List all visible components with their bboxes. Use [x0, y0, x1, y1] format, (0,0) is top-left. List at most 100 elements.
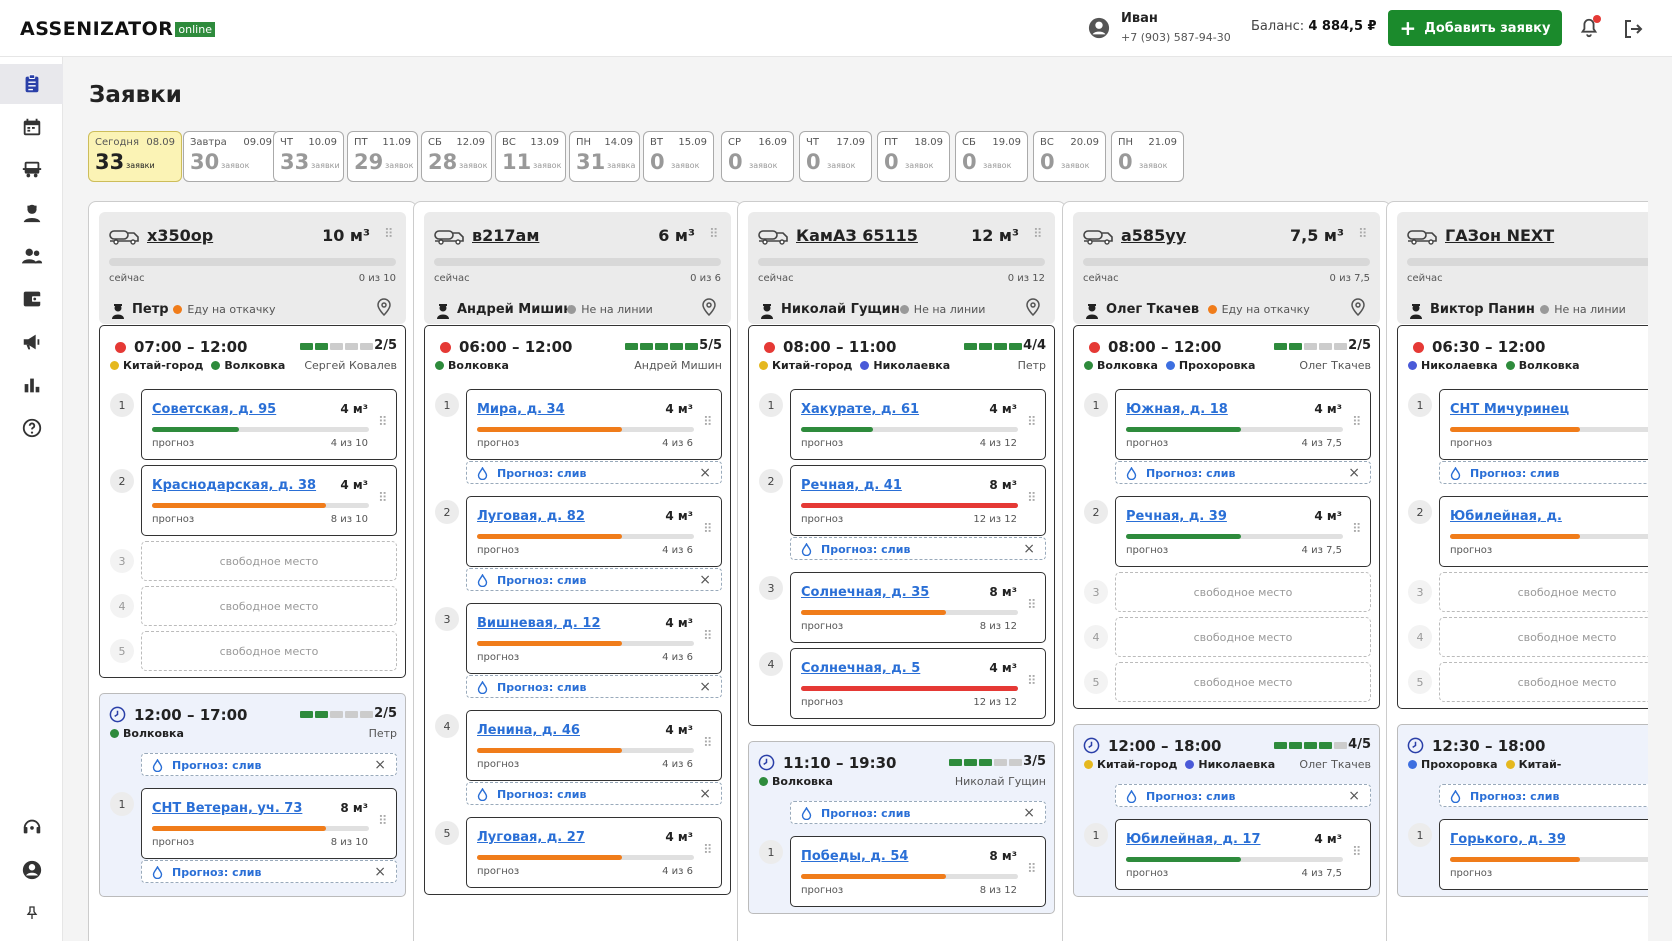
stop-address-link[interactable]: СНТ Ветеран, уч. 73: [152, 801, 303, 816]
free-slot[interactable]: свободное место: [1115, 617, 1371, 657]
drag-handle-icon[interactable]: ⠿: [709, 227, 719, 242]
truck-name[interactable]: а585уу: [1121, 226, 1187, 245]
free-slot[interactable]: свободное место: [1439, 662, 1648, 702]
close-icon[interactable]: ×: [699, 679, 711, 695]
logout-icon[interactable]: [1621, 17, 1645, 41]
truck-name[interactable]: ГАЗон NEXT: [1445, 226, 1555, 245]
sidebar-item-marketing[interactable]: [0, 322, 63, 362]
close-icon[interactable]: ×: [374, 864, 386, 880]
drag-handle-icon[interactable]: ⠿: [1027, 491, 1037, 506]
day-tab[interactable]: ПН 21.09 0 заявок: [1111, 131, 1184, 182]
forecast-chip[interactable]: Прогноз: слив×: [790, 801, 1046, 824]
stop-card[interactable]: Юбилейная, д. 17 4 м³ ⠿ прогноз 4 из 7,5: [1115, 819, 1371, 890]
stop-card[interactable]: Речная, д. 41 8 м³ ⠿ прогноз 12 из 12: [790, 465, 1046, 536]
forecast-chip[interactable]: Прогноз: слив×: [141, 753, 397, 776]
stop-address-link[interactable]: СНТ Мичуринец: [1450, 402, 1570, 417]
forecast-chip[interactable]: Прогноз: слив×: [466, 782, 722, 805]
drag-handle-icon[interactable]: ⠿: [1027, 674, 1037, 689]
close-icon[interactable]: ×: [1023, 805, 1035, 821]
forecast-chip[interactable]: Прогноз: слив×: [466, 461, 722, 484]
location-pin-icon[interactable]: [1350, 298, 1366, 316]
stop-address-link[interactable]: Речная, д. 41: [801, 478, 902, 493]
stop-address-link[interactable]: Солнечная, д. 35: [801, 585, 930, 600]
drag-handle-icon[interactable]: ⠿: [1352, 415, 1362, 430]
day-tab[interactable]: ПТ 11.09 29 заявок: [347, 131, 418, 182]
stop-address-link[interactable]: Горького, д. 39: [1450, 832, 1566, 847]
free-slot[interactable]: свободное место: [1115, 662, 1371, 702]
driver-name[interactable]: Виктор Панин: [1430, 302, 1535, 317]
location-pin-icon[interactable]: [376, 298, 392, 316]
drag-handle-icon[interactable]: ⠿: [1358, 227, 1368, 242]
driver-name[interactable]: Андрей Мишин: [457, 302, 573, 317]
location-pin-icon[interactable]: [701, 298, 717, 316]
drag-handle-icon[interactable]: ⠿: [1352, 522, 1362, 537]
stop-card[interactable]: СНТ Мичуринец⠿прогноз: [1439, 389, 1648, 460]
day-tab[interactable]: ЧТ 17.09 0 заявок: [799, 131, 872, 182]
stop-address-link[interactable]: Ленина, д. 46: [477, 723, 580, 738]
stop-address-link[interactable]: Юбилейная, д. 17: [1126, 832, 1261, 847]
day-tab[interactable]: ВС 13.09 11 заявок: [495, 131, 566, 182]
driver-name[interactable]: Николай Гущин: [781, 302, 900, 317]
add-request-button[interactable]: + Добавить заявку: [1388, 10, 1562, 46]
drag-handle-icon[interactable]: ⠿: [378, 415, 388, 430]
forecast-chip[interactable]: Прогноз: слив×: [790, 537, 1046, 560]
stop-card[interactable]: Краснодарская, д. 38 4 м³ ⠿ прогноз 8 из 10: [141, 465, 397, 536]
day-tab[interactable]: ВС 20.09 0 заявок: [1033, 131, 1106, 182]
stop-address-link[interactable]: Луговая, д. 82: [477, 509, 585, 524]
stop-card[interactable]: Солнечная, д. 35 8 м³ ⠿ прогноз 8 из 12: [790, 572, 1046, 643]
truck-name[interactable]: х350ор: [147, 226, 214, 245]
forecast-chip[interactable]: Прогноз: слив×: [141, 860, 397, 883]
stop-card[interactable]: Речная, д. 39 4 м³ ⠿ прогноз 4 из 7,5: [1115, 496, 1371, 567]
sidebar-item-trucks[interactable]: [0, 150, 63, 190]
day-tab[interactable]: СБ 19.09 0 заявок: [955, 131, 1028, 182]
user-avatar-icon[interactable]: [1088, 17, 1110, 39]
sidebar-item-reports[interactable]: [0, 365, 63, 405]
sidebar-item-account[interactable]: [0, 850, 63, 890]
stop-address-link[interactable]: Вишневая, д. 12: [477, 616, 601, 631]
stop-address-link[interactable]: Юбилейная, д.: [1450, 509, 1562, 524]
stop-address-link[interactable]: Краснодарская, д. 38: [152, 478, 317, 493]
close-icon[interactable]: ×: [1348, 788, 1360, 804]
stop-address-link[interactable]: Южная, д. 18: [1126, 402, 1228, 417]
stop-address-link[interactable]: Победы, д. 54: [801, 849, 909, 864]
drag-handle-icon[interactable]: ⠿: [1027, 862, 1037, 877]
free-slot[interactable]: свободное место: [141, 631, 397, 671]
stop-address-link[interactable]: Речная, д. 39: [1126, 509, 1227, 524]
drag-handle-icon[interactable]: ⠿: [1027, 598, 1037, 613]
stop-card[interactable]: Мира, д. 34 4 м³ ⠿ прогноз 4 из 6: [466, 389, 722, 460]
close-icon[interactable]: ×: [699, 786, 711, 802]
user-name[interactable]: Иван: [1121, 11, 1158, 26]
close-icon[interactable]: ×: [699, 465, 711, 481]
drag-handle-icon[interactable]: ⠿: [384, 227, 394, 242]
drag-handle-icon[interactable]: ⠿: [703, 629, 713, 644]
sidebar-item-drivers[interactable]: [0, 193, 63, 233]
stop-address-link[interactable]: Советская, д. 95: [152, 402, 277, 417]
close-icon[interactable]: ×: [1348, 465, 1360, 481]
stop-address-link[interactable]: Солнечная, д. 5: [801, 661, 921, 676]
location-pin-icon[interactable]: [1025, 298, 1041, 316]
sidebar-item-support[interactable]: [0, 807, 63, 847]
stop-card[interactable]: Победы, д. 54 8 м³ ⠿ прогноз 8 из 12: [790, 836, 1046, 907]
stop-card[interactable]: Луговая, д. 82 4 м³ ⠿ прогноз 4 из 6: [466, 496, 722, 567]
sidebar-item-finance[interactable]: [0, 279, 63, 319]
drag-handle-icon[interactable]: ⠿: [378, 491, 388, 506]
truck-name[interactable]: КамАЗ 65115: [796, 226, 918, 245]
drag-handle-icon[interactable]: ⠿: [1352, 845, 1362, 860]
sidebar-item-help[interactable]: [0, 408, 63, 448]
drag-handle-icon[interactable]: ⠿: [703, 736, 713, 751]
drag-handle-icon[interactable]: ⠿: [703, 415, 713, 430]
free-slot[interactable]: свободное место: [141, 541, 397, 581]
drag-handle-icon[interactable]: ⠿: [703, 522, 713, 537]
day-tab[interactable]: ЧТ 10.09 33 заявки: [273, 131, 344, 182]
day-tab[interactable]: ВТ 15.09 0 заявок: [643, 131, 714, 182]
stop-address-link[interactable]: Луговая, д. 27: [477, 830, 585, 845]
driver-name[interactable]: Олег Ткачев: [1106, 302, 1200, 317]
free-slot[interactable]: свободное место: [1439, 617, 1648, 657]
forecast-chip[interactable]: Прогноз: слив×: [1439, 784, 1648, 807]
drag-handle-icon[interactable]: ⠿: [1027, 415, 1037, 430]
day-tab[interactable]: Сегодня 08.09 33 заявки: [88, 131, 182, 182]
day-tab[interactable]: ПТ 18.09 0 заявок: [877, 131, 950, 182]
stop-card[interactable]: Вишневая, д. 12 4 м³ ⠿ прогноз 4 из 6: [466, 603, 722, 674]
forecast-chip[interactable]: Прогноз: слив×: [466, 568, 722, 591]
stop-address-link[interactable]: Мира, д. 34: [477, 402, 565, 417]
